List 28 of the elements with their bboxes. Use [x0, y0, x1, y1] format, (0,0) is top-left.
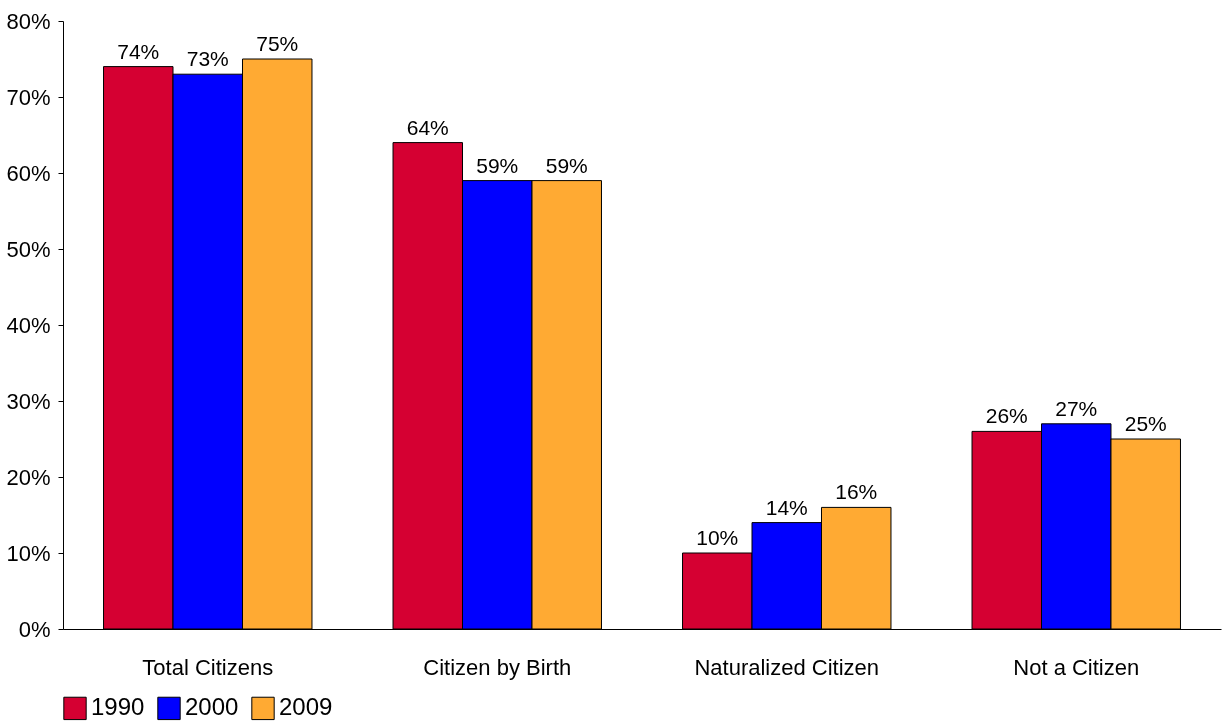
data-label: 27%: [1055, 396, 1098, 420]
y-tick-label: 60%: [6, 160, 51, 186]
y-tick-label: 0%: [18, 616, 51, 642]
data-label: 64%: [406, 115, 449, 139]
y-tick-label: 80%: [6, 8, 51, 34]
x-tick-label: Citizen by Birth: [423, 654, 572, 680]
data-label: 73%: [186, 47, 229, 71]
x-tick-label: Not a Citizen: [1013, 654, 1140, 680]
y-tick-label: 20%: [6, 464, 51, 490]
data-label: 59%: [476, 153, 519, 177]
data-label: 75%: [256, 32, 299, 55]
y-tick-label: 50%: [6, 236, 51, 262]
y-tick-label: 30%: [6, 388, 51, 414]
data-label: 16%: [835, 480, 878, 504]
legend-label: 2000: [185, 693, 239, 721]
data-label: 10%: [696, 526, 739, 549]
y-tick-label: 10%: [6, 540, 51, 566]
x-tick-label: Naturalized Citizen: [694, 654, 880, 680]
x-tick-label: Total Citizens: [142, 654, 274, 680]
y-tick-label: 40%: [6, 312, 51, 338]
data-label: 14%: [765, 495, 808, 519]
data-label: 74%: [117, 39, 160, 63]
legend-label: 1990: [91, 693, 145, 721]
data-label: 59%: [545, 153, 588, 177]
legend-label: 2009: [279, 693, 333, 721]
y-tick-label: 70%: [6, 84, 51, 110]
data-label: 26%: [985, 404, 1028, 428]
data-label: 25%: [1124, 412, 1167, 435]
